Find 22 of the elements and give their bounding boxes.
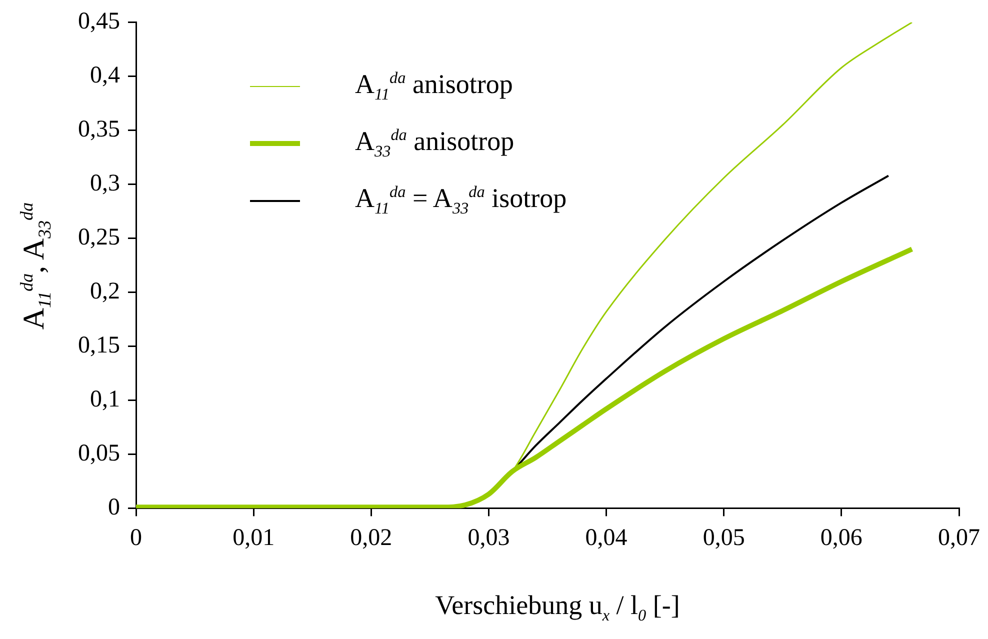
y-tick-label: 0,45 xyxy=(78,8,120,35)
x-tick-label: 0,04 xyxy=(585,524,628,551)
y-tick-label: 0,2 xyxy=(90,278,120,305)
x-tick-label: 0,02 xyxy=(350,524,392,551)
x-tick-label: 0 xyxy=(130,524,142,551)
y-tick-label: 0,35 xyxy=(78,116,120,143)
y-tick-label: 0 xyxy=(108,494,120,520)
x-tick-label: 0,05 xyxy=(702,524,745,551)
y-tick-label: 0,1 xyxy=(90,386,120,413)
y-tick-label: 0,3 xyxy=(90,170,120,197)
x-tick-label: 0,06 xyxy=(820,524,862,551)
legend-label: A$_{11}$$^{da}$ anisotrop xyxy=(355,68,513,104)
legend-label: A$_{33}$$^{da}$ anisotrop xyxy=(355,126,514,162)
y-tick-label: 0,25 xyxy=(78,224,120,251)
legend-label: A$_{11}$$^{da}$ = A$_{33}$$^{da}$ isotrop xyxy=(355,182,567,218)
y-tick-label: 0,15 xyxy=(78,332,120,359)
x-tick-label: 0,03 xyxy=(468,524,510,551)
x-tick-label: 0,07 xyxy=(938,524,980,551)
y-tick-label: 0,4 xyxy=(90,62,120,89)
x-axis-title: Verschiebung u$_{x}$ / l$_{0}$ [-] xyxy=(434,590,681,626)
y-tick-label: 0,05 xyxy=(78,440,120,467)
x-tick-label: 0,01 xyxy=(232,524,275,551)
